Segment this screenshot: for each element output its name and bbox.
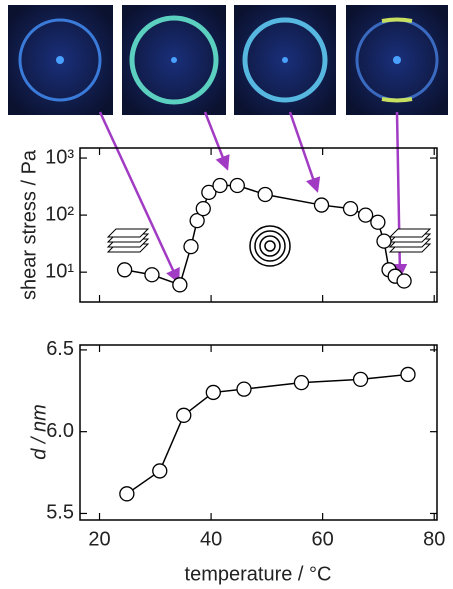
data-point [352,371,369,387]
data-point [229,177,245,194]
x-tick-label: 80 [423,528,445,550]
data-line [126,373,409,495]
x-tick-label: 60 [312,528,334,550]
data-point [183,239,199,255]
data-point [176,407,192,423]
data-point [236,381,252,397]
y-tick-label: 6.5 [46,338,74,360]
data-point [205,384,221,401]
x-tick-label: 40 [200,528,222,550]
data-point [370,214,386,230]
arrows [98,111,408,284]
y-axis-label: shear stress / Pa [18,149,40,300]
plot-frame [79,147,438,303]
data-point [201,184,217,201]
data-point [119,486,135,502]
data-point [116,262,133,278]
data-point [257,186,273,203]
y-tick-label: 10³ [45,146,74,168]
data-point [313,197,330,213]
data-point [396,273,412,289]
y-tick-label: 10¹ [45,260,74,282]
data-point [376,233,392,249]
data-point [357,207,374,223]
plot-frame [79,344,438,521]
lamellae-icon [106,228,432,253]
data-point [189,212,205,229]
x-tick-label: 20 [88,528,110,550]
x-axis-label: temperature / °C [185,563,332,585]
data-point [293,374,310,391]
data-point [342,200,359,217]
data-point [195,200,211,217]
data-point [212,177,228,194]
y-tick-label: 6.0 [46,420,74,442]
data-point [152,463,168,479]
data-point [400,366,416,383]
y-axis-label: d / nm [28,404,50,460]
y-tick-label: 5.5 [46,502,74,524]
scattering-images [8,5,448,115]
y-tick-label: 10² [45,203,74,225]
data-point [172,277,188,293]
data-point [144,267,160,283]
onion-icon [249,225,291,267]
